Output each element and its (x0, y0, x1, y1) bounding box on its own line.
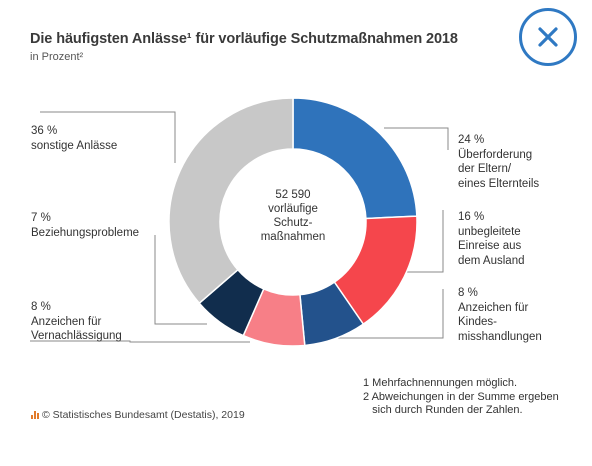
donut-slice (168, 97, 294, 305)
slice-label-beziehung: 7 % Beziehungsprobleme (31, 211, 139, 240)
leader-line (384, 127, 449, 150)
slice-label-text: Überforderung (458, 148, 533, 161)
slice-label-text: misshandlungen (458, 330, 542, 343)
chart-subtitle: in Prozent² (30, 51, 84, 63)
slice-label-text: der Eltern/ (458, 163, 512, 175)
center-total-line: Schutz- (273, 217, 313, 229)
slice-label-text: Vernachlässigung (31, 330, 122, 342)
leader-line (30, 340, 250, 343)
slice-label-vernachlaessigung: 8 % Anzeichen für Vernachlässigung (31, 300, 122, 344)
slice-label-pct: 8 % (458, 287, 478, 299)
leader-line (154, 235, 207, 325)
slice-label-pct: 8 % (31, 301, 51, 313)
close-icon (538, 27, 558, 47)
slice-label-text: Einreise aus (458, 240, 522, 252)
destatis-logo-icon (31, 411, 39, 419)
slice-label-text: eines Elternteils (458, 177, 540, 190)
close-button[interactable] (519, 8, 577, 66)
footnotes: 1 Mehrfachnennungen möglich. 2 Abweichun… (363, 377, 559, 418)
leader-line (40, 111, 176, 163)
leader-lines (30, 111, 449, 343)
source-credit: © Statistisches Bundesamt (Destatis), 20… (31, 409, 245, 421)
center-total: 52 590 vorläufige Schutz- maßnahmen (243, 188, 343, 244)
donut-slices (168, 97, 418, 347)
center-total-line: maßnahmen (260, 231, 326, 243)
slice-label-pct: 16 % (458, 211, 485, 223)
slice-label-text: Kindes- (458, 316, 497, 328)
slice-label-ueberforderung: 24 % Überforderung der Eltern/ eines Elt… (458, 133, 539, 191)
donut-slice (292, 97, 418, 220)
footnote: sich durch Runden der Zahlen. (363, 404, 523, 416)
slice-label-text: dem Ausland (458, 254, 525, 267)
slice-label-pct: 7 % (31, 212, 51, 224)
center-total-value: 52 590 (275, 189, 311, 201)
chart-title: Die häufigsten Anlässe¹ für vorläufige S… (30, 31, 458, 47)
slice-label-text: sonstige Anlässe (31, 139, 118, 152)
slice-label-text: Anzeichen für (458, 301, 529, 314)
slice-label-einreise: 16 % unbegleitete Einreise aus dem Ausla… (458, 210, 525, 268)
slice-label-sonstige: 36 % sonstige Anlässe (31, 124, 117, 153)
leader-line (330, 289, 444, 339)
footnote: 2 Abweichungen in der Summe ergeben (363, 390, 559, 403)
slice-label-pct: 24 % (458, 134, 485, 146)
slice-label-text: unbegleitete (458, 225, 521, 238)
footnote: 1 Mehrfachnennungen möglich. (363, 377, 518, 389)
slice-label-pct: 36 % (31, 125, 58, 137)
slice-label-text: Anzeichen für (31, 315, 102, 328)
center-total-line: vorläufige (268, 203, 318, 215)
slice-label-text: Beziehungsprobleme (31, 226, 140, 239)
source-text: © Statistisches Bundesamt (Destatis), 20… (42, 409, 245, 421)
slice-label-misshandlungen: 8 % Anzeichen für Kindes- misshandlungen (458, 286, 542, 344)
